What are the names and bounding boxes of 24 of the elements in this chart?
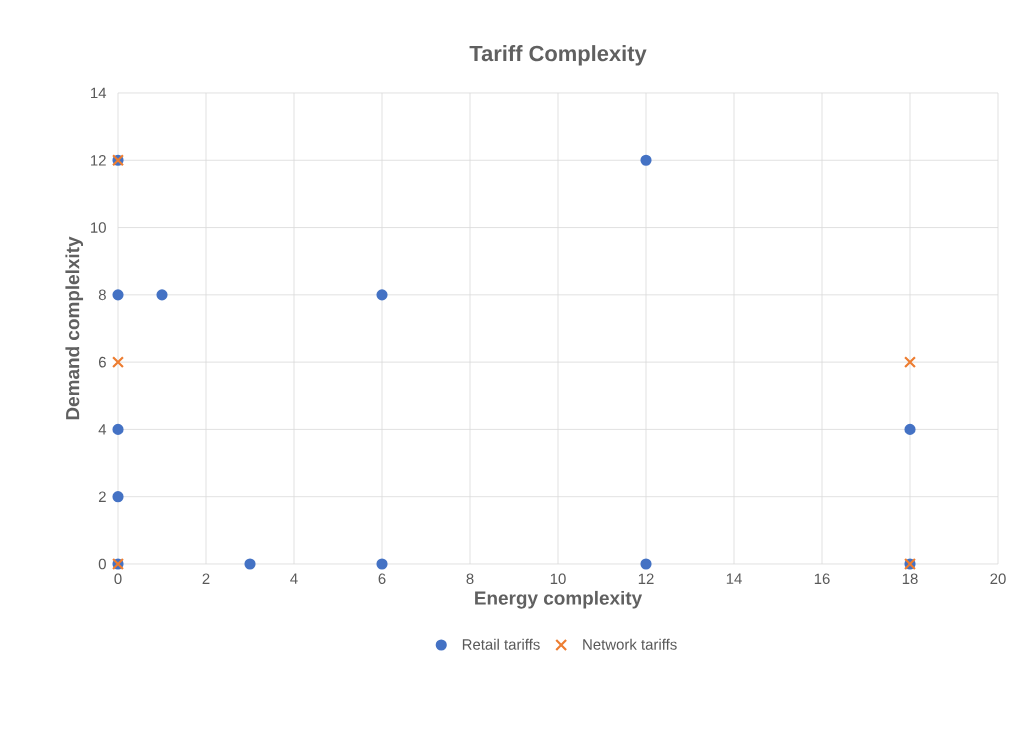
x-tick-label: 12 — [638, 573, 654, 584]
x-tick-label: 14 — [726, 573, 742, 584]
y-tick-label: 2 — [98, 491, 106, 502]
x-tick-label: 18 — [902, 573, 918, 585]
y-axis-title: Demand complelxity — [65, 236, 84, 420]
x-axis-title: Energy complexity — [475, 590, 643, 609]
y-tick-label: 0 — [98, 558, 106, 570]
chart-title: Tariff Complexity — [469, 45, 647, 66]
y-tick-label: 4 — [98, 424, 107, 435]
y-tick-label: 8 — [98, 289, 106, 301]
y-tick-label: 6 — [98, 356, 106, 368]
x-tick-label: 4 — [290, 573, 298, 584]
x-tick-label: 16 — [814, 573, 830, 585]
y-tick-label: 12 — [91, 155, 106, 166]
legend-label: Network tariffs — [583, 638, 677, 650]
y-tick-label: 14 — [91, 87, 107, 99]
x-tick-label: 6 — [378, 573, 386, 585]
x-tick-label: 2 — [202, 573, 210, 584]
x-tick-label: 0 — [114, 573, 122, 585]
y-tick-label: 10 — [91, 222, 106, 233]
legend-label: Retail tariffs — [462, 638, 540, 650]
x-tick-label: 8 — [466, 573, 474, 585]
x-tick-label: 20 — [990, 573, 1006, 585]
x-tick-label: 10 — [550, 573, 566, 585]
